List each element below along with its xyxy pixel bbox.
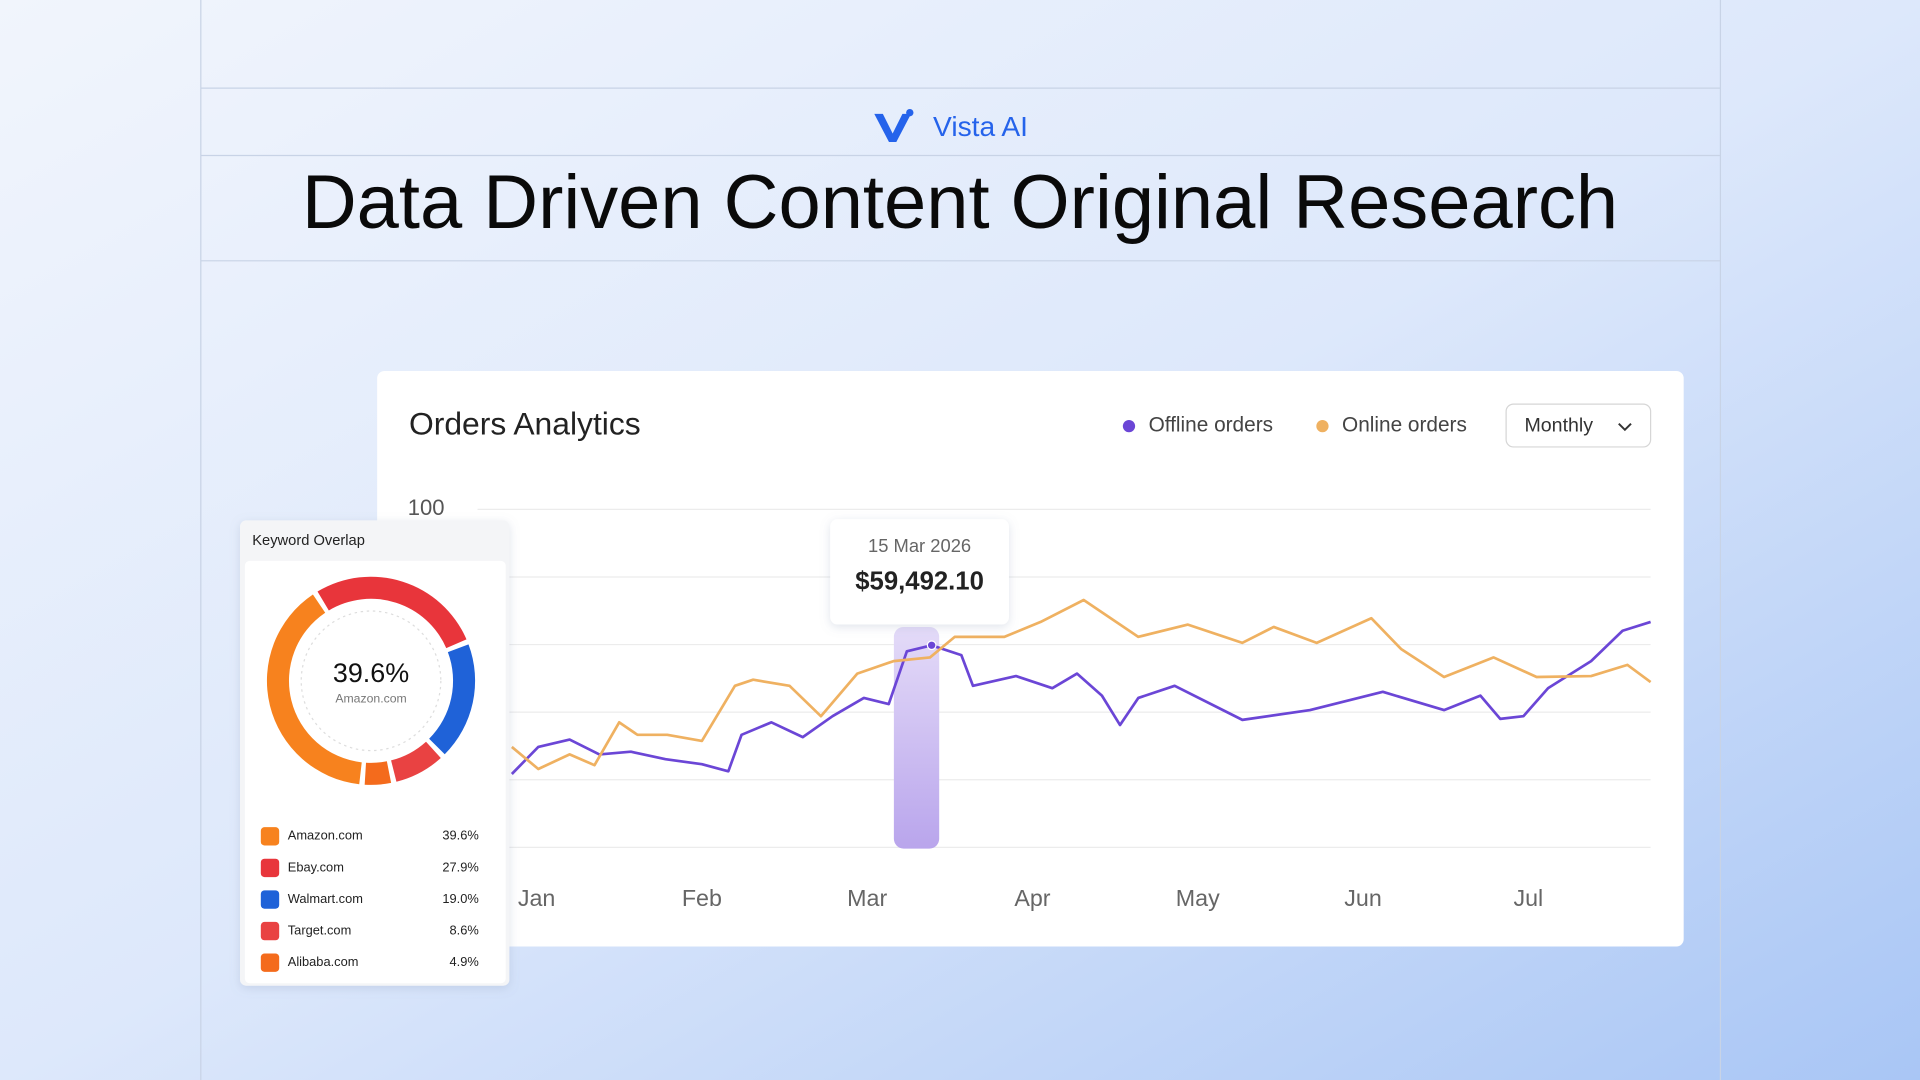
x-tick-label: Jan [518,885,556,911]
orders-card [377,371,1684,947]
x-tick-label: Apr [1014,885,1050,911]
x-tick-label: Jul [1513,885,1543,911]
y-tick-label: 100 [408,495,445,520]
headline: Data Driven Content Original Research [302,160,1618,245]
tooltip-value: $59,492.10 [855,568,984,596]
legend-label: Online orders [1342,414,1467,437]
donut-segment [317,576,467,649]
logo-dot [906,108,914,117]
donut-inner-ring [300,610,442,752]
x-tick-label: May [1176,885,1220,911]
card-title: Orders Analytics [409,406,641,442]
dropdown-box[interactable] [1505,403,1652,448]
site-icon [260,953,280,972]
donut-center-label: Amazon.com [335,691,406,705]
site-share: 39.6% [442,828,478,843]
tooltip [830,519,1009,625]
site-share: 4.9% [449,954,478,969]
highlight-band [893,626,940,849]
dropdown-chevron [1618,422,1632,432]
site-share: 8.6% [449,922,478,937]
site-name: Amazon.com [288,828,363,843]
site-icon [260,921,280,941]
donut [266,576,476,785]
series-line [510,598,1652,771]
logo-icon [874,113,912,143]
highlight-point [926,640,937,651]
tooltip-box [830,519,1009,625]
donut-segment [391,741,441,782]
period-dropdown[interactable]: Monthly [1505,403,1652,448]
site-share: 19.0% [442,891,478,906]
x-tick-label: Jun [1344,885,1382,911]
legend-label: Offline orders [1149,414,1273,437]
site-icon [260,827,280,846]
site-icon [260,858,280,878]
x-tick-label: Feb [682,885,722,911]
brand: Vista AI [933,111,1028,142]
donut-center-value: 39.6% [333,658,409,688]
x-tick-label: Mar [847,885,887,911]
donut-segment [266,594,362,785]
legend: Offline orders Online orders [1122,414,1467,437]
site-icon [260,890,280,909]
site-name: Ebay.com [288,859,344,874]
keyword-title: Keyword Overlap [252,533,365,549]
site-name: Walmart.com [288,891,363,906]
tooltip-date: 15 Mar 2026 [868,535,971,556]
legend-swatch [1316,420,1329,433]
keyword-list: Amazon.com 39.6% Ebay.com 27.9% Walmart.com 1… [260,827,479,972]
site-share: 27.9% [442,859,478,874]
donut-segment [429,644,476,755]
series-line [510,620,1652,775]
frame-lines [200,0,1722,1080]
dropdown-label[interactable]: Monthly [1524,414,1593,436]
donut-segment [364,761,392,785]
site-name: Alibaba.com [288,954,359,969]
site-name: Target.com [288,922,352,937]
logo: Vista AI [874,108,1028,143]
legend-swatch [1122,420,1136,433]
